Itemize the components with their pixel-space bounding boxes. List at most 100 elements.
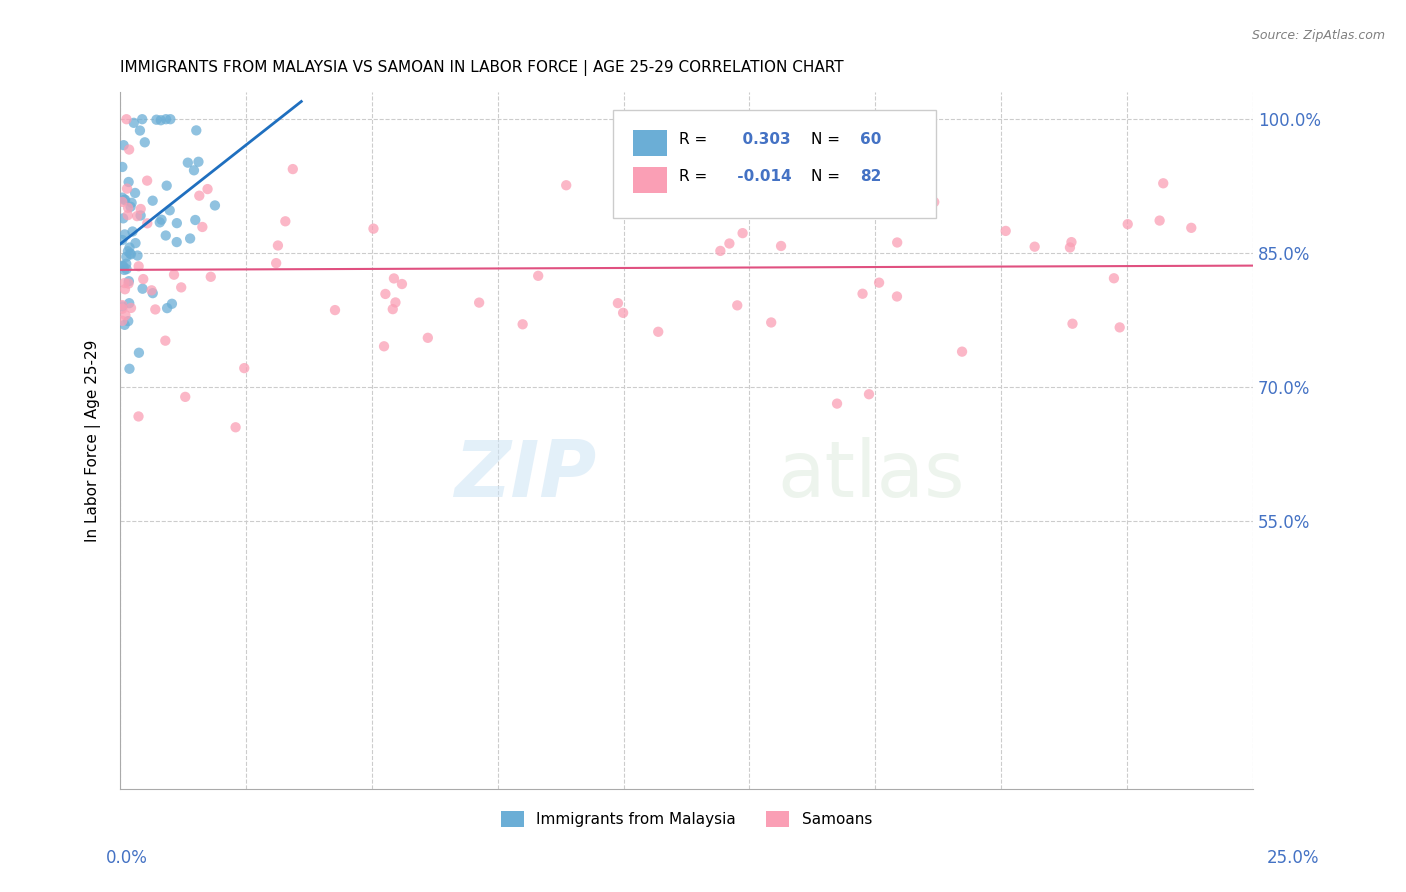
FancyBboxPatch shape xyxy=(633,167,668,194)
Point xyxy=(128,409,150,424)
Point xyxy=(145,112,167,127)
Text: -0.014: -0.014 xyxy=(731,169,792,184)
Legend: Immigrants from Malaysia, Samoans: Immigrants from Malaysia, Samoans xyxy=(495,805,877,833)
Point xyxy=(156,301,179,315)
Point xyxy=(118,274,141,288)
Text: 0.303: 0.303 xyxy=(731,132,790,147)
Text: N =: N = xyxy=(811,132,839,147)
Point xyxy=(111,191,134,205)
Point xyxy=(1152,176,1174,190)
Point xyxy=(115,181,138,195)
Point xyxy=(111,194,134,209)
Point xyxy=(112,211,135,226)
Point xyxy=(657,180,679,194)
Point xyxy=(142,286,165,301)
Point xyxy=(468,295,491,310)
Point xyxy=(179,231,201,245)
Point xyxy=(114,318,136,332)
Point xyxy=(111,299,134,313)
Point xyxy=(868,276,890,290)
Text: atlas: atlas xyxy=(778,437,965,513)
Point xyxy=(1180,220,1202,235)
Point xyxy=(125,209,148,223)
Point xyxy=(120,246,142,260)
Point xyxy=(188,188,211,202)
Point xyxy=(709,244,731,258)
Point xyxy=(117,201,139,215)
Point xyxy=(156,178,179,193)
Point xyxy=(994,224,1017,238)
Point xyxy=(416,331,439,345)
Point xyxy=(120,301,142,315)
Point xyxy=(114,282,136,296)
Point xyxy=(166,216,188,230)
Point xyxy=(155,228,177,243)
Point xyxy=(770,239,793,253)
Point xyxy=(124,186,146,200)
Point xyxy=(122,116,145,130)
Point xyxy=(384,295,406,310)
Point xyxy=(184,213,207,227)
Point xyxy=(797,191,820,205)
Point xyxy=(1116,217,1139,231)
Point xyxy=(149,113,172,128)
Point xyxy=(950,344,973,359)
Point xyxy=(1149,213,1171,227)
Point xyxy=(166,235,188,249)
Text: R =: R = xyxy=(679,169,707,184)
Point xyxy=(111,298,134,312)
Point xyxy=(233,361,256,376)
Point xyxy=(129,123,152,137)
Point xyxy=(204,198,226,212)
Point xyxy=(761,316,783,330)
Point xyxy=(381,302,404,317)
Point xyxy=(636,115,658,129)
Point xyxy=(120,247,142,261)
Point xyxy=(225,420,247,434)
Point xyxy=(121,195,143,210)
Point xyxy=(1060,235,1083,249)
Y-axis label: In Labor Force | Age 25-29: In Labor Force | Age 25-29 xyxy=(86,339,101,541)
Point xyxy=(886,235,908,250)
Point xyxy=(155,334,177,348)
Point xyxy=(382,271,405,285)
Point xyxy=(111,233,134,247)
Point xyxy=(1108,320,1130,334)
Point xyxy=(1059,240,1081,254)
Point xyxy=(127,248,149,262)
Text: 25.0%: 25.0% xyxy=(1267,849,1319,867)
Point xyxy=(117,314,139,328)
Point xyxy=(170,280,193,294)
Point xyxy=(186,123,208,137)
Point xyxy=(111,301,134,316)
Point xyxy=(731,226,754,240)
Point xyxy=(666,185,689,199)
Point xyxy=(114,276,136,290)
Text: Source: ZipAtlas.com: Source: ZipAtlas.com xyxy=(1251,29,1385,42)
Point xyxy=(274,214,297,228)
Point xyxy=(363,221,385,235)
Point xyxy=(886,289,908,303)
Point xyxy=(647,325,669,339)
Point xyxy=(177,155,200,169)
Point xyxy=(117,208,139,222)
Text: ZIP: ZIP xyxy=(454,437,596,513)
Point xyxy=(129,202,152,216)
Point xyxy=(115,262,138,277)
Point xyxy=(128,260,150,274)
Point xyxy=(117,175,139,189)
Point xyxy=(183,163,205,178)
Text: 0.0%: 0.0% xyxy=(105,849,148,867)
Point xyxy=(718,236,741,251)
Point xyxy=(922,195,945,210)
Point xyxy=(163,268,186,282)
Point xyxy=(200,269,222,284)
Point xyxy=(142,194,165,208)
Text: IMMIGRANTS FROM MALAYSIA VS SAMOAN IN LABOR FORCE | AGE 25-29 CORRELATION CHART: IMMIGRANTS FROM MALAYSIA VS SAMOAN IN LA… xyxy=(120,60,844,76)
Point xyxy=(114,227,136,242)
Point xyxy=(851,286,873,301)
Point xyxy=(159,112,181,127)
Point xyxy=(197,182,219,196)
Point xyxy=(131,112,153,127)
Point xyxy=(191,219,214,234)
